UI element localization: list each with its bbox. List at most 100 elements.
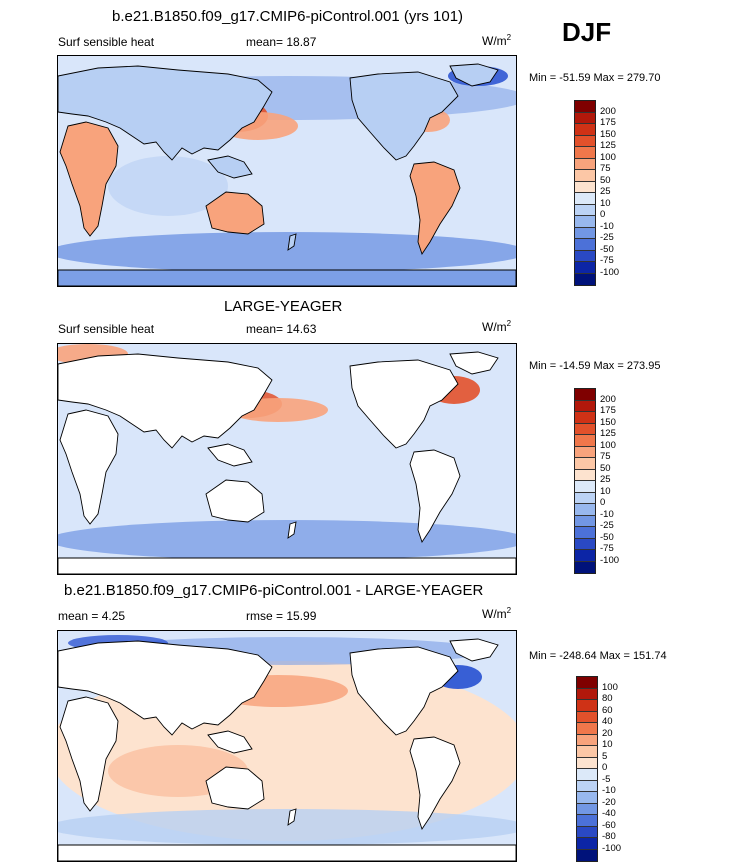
field-contour xyxy=(58,809,516,845)
colorbar-tick-label: -50 xyxy=(600,243,614,255)
panel2-mean: mean= 14.63 xyxy=(246,322,317,336)
colorbar-tick-label: 200 xyxy=(600,105,616,117)
colorbar-swatch xyxy=(574,111,596,124)
colorbar-tick-label: 50 xyxy=(600,462,611,474)
seasia-coastline xyxy=(207,730,253,754)
colorbar-swatch xyxy=(576,802,598,815)
australia-coastline xyxy=(205,191,265,235)
panel3-map xyxy=(57,630,517,862)
nz-coastline xyxy=(287,808,297,826)
colorbar-swatch xyxy=(576,848,598,862)
colorbar-swatch xyxy=(576,791,598,804)
colorbar-swatch xyxy=(576,722,598,735)
colorbar-tick-label: 60 xyxy=(602,704,613,716)
antarctica-coastline xyxy=(58,844,516,861)
colorbar-swatch xyxy=(574,226,596,239)
panel2-colorbar: 200 175 150 125 100 75 50 25 10 0 -10 -25 -50 -75 -100 xyxy=(574,388,634,574)
africa-coastline xyxy=(59,409,119,525)
africa-coastline xyxy=(59,121,119,237)
colorbar-tick-label: 5 xyxy=(602,750,608,762)
colorbar-tick-label: -10 xyxy=(600,508,614,520)
panel3-rmse: rmse = 15.99 xyxy=(246,609,317,623)
antarctica-coastline xyxy=(58,269,516,286)
colorbar-tick-label: 125 xyxy=(600,140,616,151)
panel3-colorbar: 100 80 60 40 20 10 5 0 -5 -10 -20 -40 -60 -80 -100 xyxy=(576,676,636,862)
panel2-units: W/m2 xyxy=(482,319,512,334)
colorbar-tick-label: 25 xyxy=(600,474,611,485)
nz-coastline xyxy=(287,521,297,539)
colorbar-swatch xyxy=(574,249,596,262)
colorbar-swatch xyxy=(576,699,598,712)
colorbar-swatch xyxy=(576,745,598,758)
colorbar-swatch xyxy=(576,837,598,850)
colorbar-swatch xyxy=(574,537,596,550)
colorbar-tick-label: -10 xyxy=(602,785,616,796)
colorbar-swatch xyxy=(574,272,596,286)
colorbar-tick-label: 175 xyxy=(600,405,616,416)
panel2-variable-label: Surf sensible heat xyxy=(58,322,155,336)
panel1-variable-label: Surf sensible heat xyxy=(58,35,155,49)
colorbar-swatch xyxy=(574,203,596,216)
colorbar-tick-label: 0 xyxy=(600,209,606,220)
eurasia-coastline xyxy=(58,640,273,736)
colorbar-tick-label: -40 xyxy=(602,808,616,819)
colorbar-swatch xyxy=(576,676,598,689)
colorbar-tick-label: -20 xyxy=(602,796,616,808)
colorbar-swatch xyxy=(574,180,596,193)
eurasia-coastline xyxy=(58,353,273,449)
colorbar-tick-label: -50 xyxy=(600,531,614,543)
namerica-coastline xyxy=(349,359,459,449)
colorbar-swatch xyxy=(574,123,596,136)
colorbar-swatch xyxy=(574,261,596,274)
colorbar-swatch xyxy=(574,422,596,435)
panel1-units: W/m2 xyxy=(482,33,512,48)
australia-coastline xyxy=(205,766,265,810)
colorbar-tick-label: 75 xyxy=(600,163,611,174)
colorbar-swatch xyxy=(576,756,598,769)
colorbar-tick-label: 0 xyxy=(600,497,606,508)
colorbar-swatch xyxy=(574,146,596,159)
colorbar-tick-label: -75 xyxy=(600,543,614,554)
colorbar-swatch xyxy=(574,526,596,539)
colorbar-swatch xyxy=(574,388,596,401)
colorbar-tick-label: 80 xyxy=(602,693,613,704)
colorbar-tick-label: 40 xyxy=(602,716,613,727)
colorbar-swatch xyxy=(576,825,598,838)
colorbar-swatch xyxy=(576,768,598,781)
colorbar-tick-label: 100 xyxy=(600,439,616,451)
colorbar-swatch xyxy=(574,157,596,170)
greenland-coastline xyxy=(449,63,499,87)
panel3-title: b.e21.B1850.f09_g17.CMIP6-piControl.001 … xyxy=(64,582,484,599)
colorbar-tick-label: 75 xyxy=(600,451,611,462)
colorbar-swatch xyxy=(574,457,596,470)
field-contour xyxy=(108,156,228,216)
samerica-coastline xyxy=(409,449,461,544)
namerica-coastline xyxy=(349,71,459,161)
seasia-coastline xyxy=(207,443,253,467)
colorbar-tick-label: 0 xyxy=(602,762,608,773)
colorbar-tick-label: 10 xyxy=(600,197,611,209)
namerica-coastline xyxy=(349,646,459,736)
colorbar-swatch xyxy=(574,399,596,412)
colorbar-swatch xyxy=(574,468,596,481)
panel1-colorbar: 200 175 150 125 100 75 50 25 10 0 -10 -25 -50 -75 -100 xyxy=(574,100,634,286)
panel2-minmax: Min = -14.59 Max = 273.95 xyxy=(529,360,661,372)
samerica-coastline xyxy=(409,161,461,256)
colorbar-tick-label: 100 xyxy=(602,681,618,693)
colorbar-swatch xyxy=(574,503,596,516)
seasia-coastline xyxy=(207,155,253,179)
greenland-coastline xyxy=(449,351,499,375)
panel2-map xyxy=(57,343,517,575)
colorbar-swatch xyxy=(574,238,596,251)
panel2-title: LARGE-YEAGER xyxy=(224,298,343,315)
colorbar-swatch xyxy=(574,491,596,504)
colorbar-tick-label: -80 xyxy=(602,831,616,842)
colorbar-swatch xyxy=(576,687,598,700)
panel3-units: W/m2 xyxy=(482,606,512,621)
colorbar-swatch xyxy=(574,549,596,562)
colorbar-tick-label: -5 xyxy=(602,773,611,785)
colorbar-tick-label: 150 xyxy=(600,128,616,140)
panel3-mean: mean = 4.25 xyxy=(58,609,126,623)
panel3-minmax: Min = -248.64 Max = 151.74 xyxy=(529,650,667,662)
colorbar-tick-label: 10 xyxy=(602,739,613,750)
